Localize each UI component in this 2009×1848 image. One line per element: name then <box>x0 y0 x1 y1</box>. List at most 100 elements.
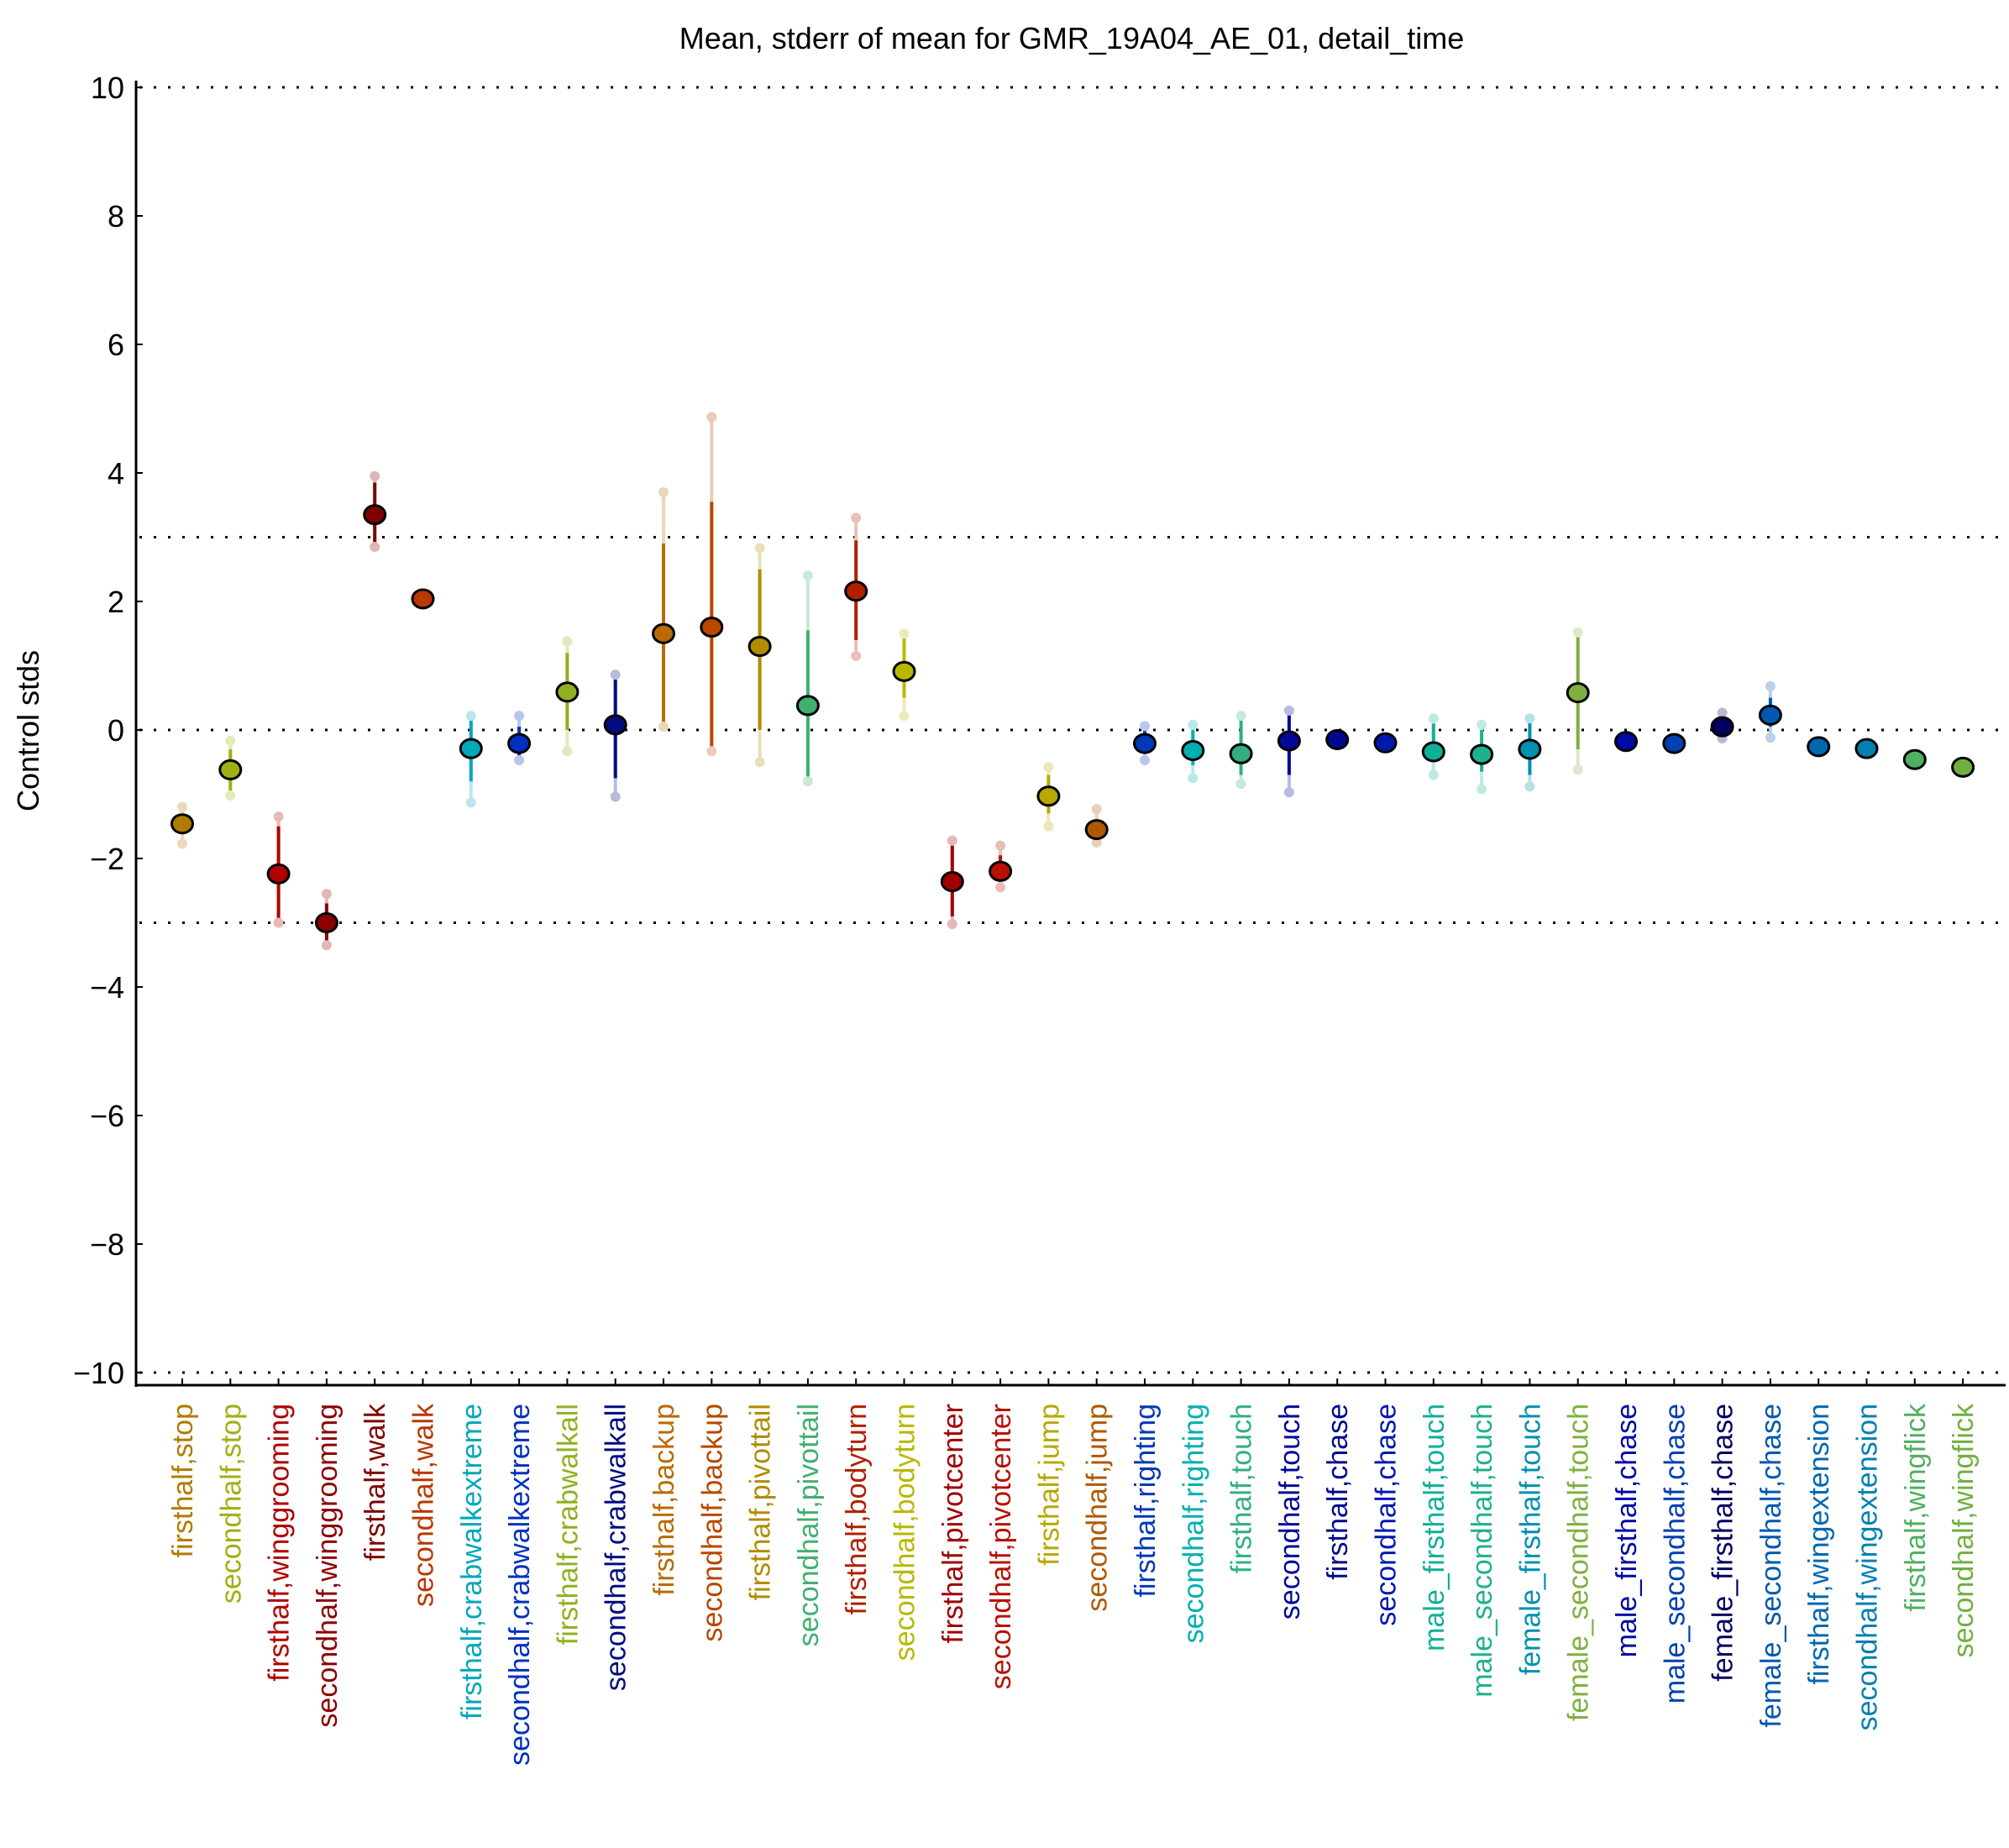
mean-marker <box>1662 732 1686 754</box>
data-point-group <box>1133 721 1157 765</box>
data-point-group <box>459 711 483 808</box>
mean-marker <box>1277 730 1301 752</box>
mean-marker <box>411 588 435 610</box>
range-endpoint <box>225 736 236 747</box>
data-point-group <box>411 588 435 610</box>
data-point-group <box>1470 719 1494 795</box>
mean-marker <box>1710 716 1734 738</box>
data-point-group <box>1710 707 1734 743</box>
x-tick-label: secondhalf,walk <box>408 1403 440 1607</box>
x-tick-label: secondhalf,wingextension <box>1852 1404 1884 1730</box>
range-endpoint <box>1572 764 1583 775</box>
range-endpoint <box>1188 719 1199 730</box>
range-endpoint <box>706 746 717 757</box>
x-axis-ticks: firsthalf,stop secondhalf,stop firsthalf,w… <box>167 1378 1980 1766</box>
x-tick-label: secondhalf,stop <box>215 1404 247 1604</box>
x-tick-label: secondhalf,jump <box>1082 1404 1114 1612</box>
range-endpoint <box>802 776 813 787</box>
x-tick-label: firsthalf,stop <box>167 1404 199 1557</box>
range-endpoint <box>1091 837 1102 848</box>
range-endpoint <box>177 801 187 812</box>
range-endpoint <box>1428 769 1439 780</box>
range-endpoint <box>754 757 765 768</box>
data-point-group <box>1566 627 1590 775</box>
data-point-group <box>507 711 532 765</box>
mean-marker <box>652 622 675 644</box>
range-endpoint <box>1765 680 1776 691</box>
data-point-group <box>795 570 820 787</box>
x-tick-label: female_firsthalf,chase <box>1707 1404 1739 1682</box>
mean-marker <box>1614 731 1638 753</box>
range-endpoint <box>225 790 236 801</box>
data-point-group <box>1421 713 1445 780</box>
range-endpoint <box>562 746 573 757</box>
data-point-group <box>1181 719 1205 784</box>
data-point-group <box>747 543 772 768</box>
y-tick-label: 0 <box>108 713 124 748</box>
mean-marker <box>1084 819 1109 841</box>
range-endpoint <box>273 917 284 928</box>
range-endpoint <box>1235 779 1246 790</box>
mean-marker <box>1036 785 1061 807</box>
y-tick-label: −8 <box>90 1227 124 1262</box>
x-tick-label: firsthalf,walk <box>359 1403 391 1561</box>
data-point-group <box>940 835 964 930</box>
y-axis-label: Control stds <box>11 650 45 811</box>
range-endpoint <box>1524 713 1535 724</box>
x-tick-label: firsthalf,pivottail <box>745 1404 777 1600</box>
data-point-group <box>1277 706 1301 798</box>
x-tick-label: secondhalf,backup <box>696 1404 728 1642</box>
x-tick-label: firsthalf,jump <box>1033 1404 1065 1566</box>
x-tick-label: firsthalf,righting <box>1130 1404 1162 1598</box>
range-endpoint <box>658 722 669 732</box>
data-point-group <box>363 470 387 552</box>
x-tick-label: secondhalf,touch <box>1274 1404 1306 1620</box>
x-tick-label: male_secondhalf,chase <box>1659 1404 1691 1704</box>
range-endpoint <box>851 651 862 662</box>
range-endpoint <box>1091 804 1102 815</box>
data-point-group <box>314 889 338 951</box>
x-tick-label: firsthalf,crabwalkall <box>552 1404 584 1645</box>
mean-marker <box>1421 741 1445 763</box>
mean-marker <box>989 860 1013 882</box>
range-endpoint <box>851 512 862 523</box>
mean-marker <box>218 759 243 780</box>
x-tick-label: firsthalf,backup <box>648 1404 680 1596</box>
data-point-group <box>1807 736 1831 758</box>
range-endpoint <box>1283 706 1294 717</box>
range-endpoint <box>370 470 380 481</box>
range-endpoint <box>899 711 910 722</box>
range-endpoint <box>1140 721 1150 732</box>
x-tick-label: secondhalf,crabwalkall <box>601 1404 632 1691</box>
mean-marker <box>170 813 194 835</box>
x-tick-label: secondhalf,wingflick <box>1948 1403 1980 1657</box>
x-tick-label: firsthalf,bodyturn <box>841 1404 873 1614</box>
data-point-group <box>266 811 291 928</box>
range-endpoint <box>947 919 957 930</box>
mean-marker <box>700 617 724 638</box>
range-endpoint <box>514 754 525 765</box>
range-endpoint <box>514 711 525 722</box>
mean-marker <box>1902 748 1927 770</box>
mean-marker <box>1470 743 1494 765</box>
range-endpoint <box>1524 781 1535 792</box>
x-tick-label: secondhalf,pivottail <box>793 1404 825 1646</box>
data-point-group <box>1518 713 1542 792</box>
y-tick-label: −6 <box>90 1099 124 1133</box>
mean-marker <box>1758 704 1782 726</box>
range-endpoint <box>899 628 910 639</box>
data-point-group <box>892 628 916 722</box>
data-point-group <box>1614 731 1638 753</box>
mean-marker <box>1133 732 1157 754</box>
mean-marker <box>940 871 964 893</box>
data-point-group <box>1662 732 1686 754</box>
data-point-group <box>170 801 194 849</box>
data-point-group <box>1373 732 1398 753</box>
data-point-group <box>1758 680 1782 743</box>
x-tick-label: firsthalf,touch <box>1226 1404 1258 1573</box>
range-endpoint <box>1283 787 1294 798</box>
y-tick-label: 8 <box>108 199 124 234</box>
data-point-group <box>652 486 675 732</box>
data-point-group <box>1951 756 1975 778</box>
mean-marker <box>1854 738 1879 759</box>
